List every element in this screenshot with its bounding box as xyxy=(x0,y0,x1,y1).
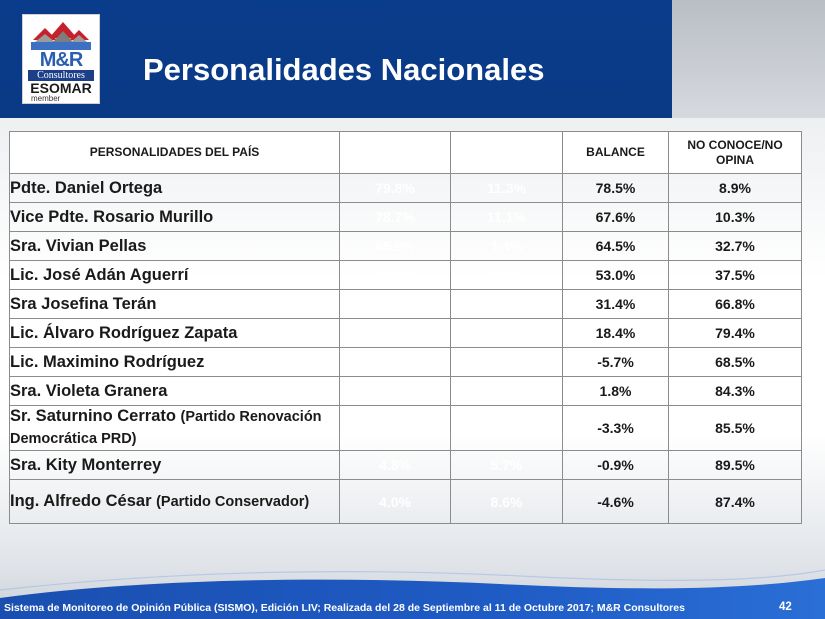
row-name: Sra. Kity Monterrey xyxy=(9,450,340,480)
header-personalidades: PERSONALIDADES DEL PAÍS xyxy=(9,131,340,174)
table-row: Sra. Vivian Pellas 65.9% 1.4% 64.5% 32.7… xyxy=(9,231,802,261)
row-name: Lic. Álvaro Rodríguez Zapata xyxy=(9,318,340,348)
row-no-conoce: 85.5% xyxy=(668,405,802,451)
row-agrada: 4.8% xyxy=(339,450,451,480)
row-agrada: 12.9% xyxy=(339,347,451,377)
header-side-panel xyxy=(672,0,825,118)
row-agrada: 5.6% xyxy=(339,405,451,451)
row-no-conoce: 79.4% xyxy=(668,318,802,348)
table-row: Lic. José Adán Aguerrí 57.8% 4.8% 53.0% … xyxy=(9,260,802,290)
roofs-icon xyxy=(31,22,91,50)
row-desagrada: 7.0% xyxy=(450,376,563,406)
row-desagrada: 1.4% xyxy=(450,231,563,261)
header-desagrada: DESAGRADA xyxy=(450,131,563,174)
logo-member: member xyxy=(31,94,61,103)
row-balance: 31.4% xyxy=(562,289,669,319)
table-row: Sra. Kity Monterrey 4.8% 5.7% -0.9% 89.5… xyxy=(9,450,802,480)
row-agrada: 78.7% xyxy=(339,202,451,232)
row-no-conoce: 37.5% xyxy=(668,260,802,290)
row-no-conoce: 89.5% xyxy=(668,450,802,480)
table-header-row: PERSONALIDADES DEL PAÍS AGRADA DESAGRADA… xyxy=(9,131,802,174)
row-desagrada: 8.9% xyxy=(450,405,563,451)
row-balance: -0.9% xyxy=(562,450,669,480)
row-balance: -4.6% xyxy=(562,479,669,524)
row-name: Lic. Maximino Rodríguez xyxy=(9,347,340,377)
row-agrada: 4.0% xyxy=(339,479,451,524)
logo-brand: M&R xyxy=(39,49,84,71)
table-row: Lic. Maximino Rodríguez 12.9% 18.6% -5.7… xyxy=(9,347,802,377)
row-balance: 18.4% xyxy=(562,318,669,348)
row-desagrada: 8.6% xyxy=(450,479,563,524)
row-desagrada: 0.9% xyxy=(450,289,563,319)
row-desagrada: 4.8% xyxy=(450,260,563,290)
row-agrada: 19.5% xyxy=(339,318,451,348)
row-desagrada: 1.1% xyxy=(450,318,563,348)
row-no-conoce: 87.4% xyxy=(668,479,802,524)
row-desagrada: 5.7% xyxy=(450,450,563,480)
row-desagrada: 18.6% xyxy=(450,347,563,377)
row-balance: 1.8% xyxy=(562,376,669,406)
row-name: Vice Pdte. Rosario Murillo xyxy=(9,202,340,232)
row-name: Sra. Violeta Granera xyxy=(9,376,340,406)
table-row: Sr. Saturnino Cerrato (Partido Renovació… xyxy=(9,405,802,451)
personalities-table: PERSONALIDADES DEL PAÍS AGRADA DESAGRADA… xyxy=(9,131,802,524)
page-number: 42 xyxy=(779,601,792,613)
row-note: (Partido Renovación Democrática PRD) xyxy=(10,409,322,447)
row-agrada: 65.9% xyxy=(339,231,451,261)
row-balance: -3.3% xyxy=(562,405,669,451)
row-name: Lic. José Adán Aguerrí xyxy=(9,260,340,290)
row-agrada: 79.8% xyxy=(339,173,451,203)
row-desagrada: 11.3% xyxy=(450,173,563,203)
row-name: Pdte. Daniel Ortega xyxy=(9,173,340,203)
footer-wave xyxy=(0,569,825,619)
row-note: (Partido Conservador) xyxy=(156,493,310,510)
header-agrada: AGRADA xyxy=(339,131,451,174)
logo-esomar: ESOMAR xyxy=(30,80,92,96)
row-no-conoce: 68.5% xyxy=(668,347,802,377)
row-agrada: 8.8% xyxy=(339,376,451,406)
table-row: Sra Josefina Terán 32.3% 0.9% 31.4% 66.8… xyxy=(9,289,802,319)
header-no-conoce: NO CONOCE/NO OPINA xyxy=(668,131,802,174)
row-no-conoce: 32.7% xyxy=(668,231,802,261)
row-balance: 78.5% xyxy=(562,173,669,203)
row-no-conoce: 84.3% xyxy=(668,376,802,406)
row-no-conoce: 8.9% xyxy=(668,173,802,203)
row-name: Sr. Saturnino Cerrato (Partido Renovació… xyxy=(9,405,340,451)
footer-source: Sistema de Monitoreo de Opinión Pública … xyxy=(4,602,685,614)
page-title: Personalidades Nacionales xyxy=(143,52,545,87)
table-row: Sra. Violeta Granera 8.8% 7.0% 1.8% 84.3… xyxy=(9,376,802,406)
row-balance: 64.5% xyxy=(562,231,669,261)
row-balance: 67.6% xyxy=(562,202,669,232)
row-name: Ing. Alfredo César (Partido Conservador) xyxy=(9,479,340,524)
title-banner xyxy=(0,0,672,118)
table-row: Pdte. Daniel Ortega 79.8% 11.3% 78.5% 8.… xyxy=(9,173,802,203)
row-no-conoce: 66.8% xyxy=(668,289,802,319)
row-name: Sra. Vivian Pellas xyxy=(9,231,340,261)
table-row: Lic. Álvaro Rodríguez Zapata 19.5% 1.1% … xyxy=(9,318,802,348)
row-agrada: 32.3% xyxy=(339,289,451,319)
table-row: Ing. Alfredo César (Partido Conservador)… xyxy=(9,479,802,524)
row-balance: -5.7% xyxy=(562,347,669,377)
row-balance: 53.0% xyxy=(562,260,669,290)
company-logo: M&R Consultores ESOMAR member xyxy=(22,14,100,104)
row-agrada: 57.8% xyxy=(339,260,451,290)
logo-subtitle: Consultores xyxy=(28,70,94,81)
row-name: Sra Josefina Terán xyxy=(9,289,340,319)
row-desagrada: 11.1% xyxy=(450,202,563,232)
table-row: Vice Pdte. Rosario Murillo 78.7% 11.1% 6… xyxy=(9,202,802,232)
row-no-conoce: 10.3% xyxy=(668,202,802,232)
header-balance: BALANCE xyxy=(562,131,669,174)
